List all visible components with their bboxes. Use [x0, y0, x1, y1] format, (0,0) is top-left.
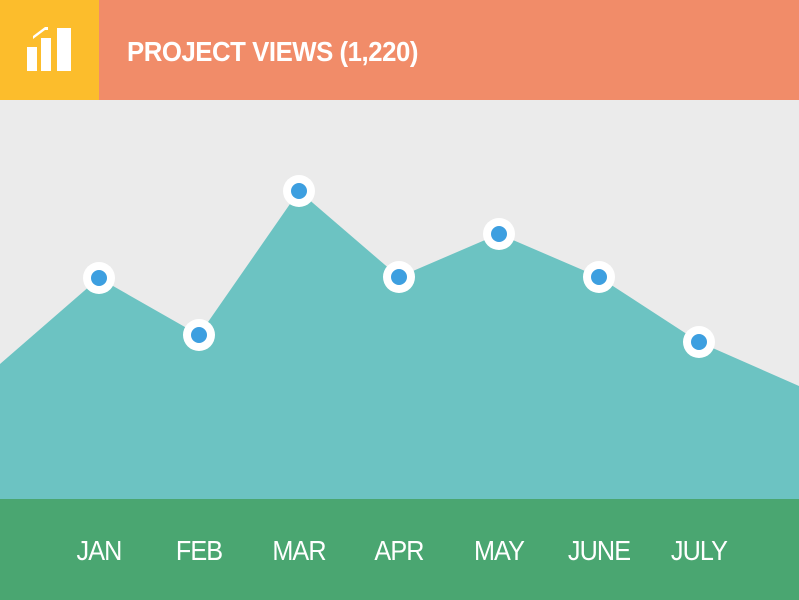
data-point-apr[interactable]	[383, 261, 415, 293]
x-tick-label-apr: APR	[374, 535, 424, 566]
point-dot	[291, 183, 307, 199]
point-dot	[191, 327, 207, 343]
data-point-feb[interactable]	[183, 319, 215, 351]
x-tick-label-may: MAY	[473, 535, 525, 566]
data-point-june[interactable]	[583, 261, 615, 293]
plot-area	[0, 100, 799, 500]
x-tick-label-june: JUNE	[567, 535, 631, 566]
x-tick-label-july: JULY	[670, 535, 728, 566]
point-dot	[391, 269, 407, 285]
chart-header: PROJECT VIEWS (1,220)	[0, 0, 799, 100]
header-icon-box	[0, 0, 99, 100]
x-tick-label-jan: JAN	[76, 535, 123, 566]
point-dot	[491, 226, 507, 242]
data-point-july[interactable]	[683, 326, 715, 358]
title-bar: PROJECT VIEWS (1,220)	[99, 0, 799, 100]
area-chart	[0, 175, 799, 500]
x-tick-label-mar: MAR	[272, 535, 326, 566]
bar-chart-icon	[27, 27, 71, 71]
data-point-jan[interactable]	[83, 262, 115, 294]
data-point-mar[interactable]	[283, 175, 315, 207]
x-axis-bar: JAN FEB MAR APR MAY JUNE JULY	[0, 499, 799, 600]
series-area	[0, 191, 799, 500]
point-dot	[591, 269, 607, 285]
point-dot	[91, 270, 107, 286]
data-point-may[interactable]	[483, 218, 515, 250]
point-dot	[691, 334, 707, 350]
x-tick-label-feb: FEB	[175, 535, 223, 566]
chart-title: PROJECT VIEWS (1,220)	[127, 36, 418, 67]
